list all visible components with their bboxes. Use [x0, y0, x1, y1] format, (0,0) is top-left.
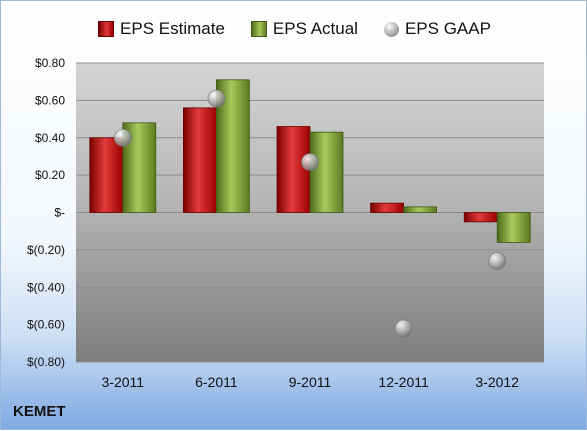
y-axis-ticks: $0.80 $0.60 $0.40 $0.20 $- $(0.20) $(0.40) $(0.…	[27, 56, 65, 369]
y-tick-label: $0.80	[35, 56, 65, 70]
x-tick-label: 3-2011	[102, 374, 145, 390]
bar-eps-actual	[309, 131, 344, 213]
legend-swatch-eps-estimate	[98, 21, 115, 37]
marker-eps-gaap	[207, 89, 226, 108]
y-tick-label: $0.40	[35, 131, 65, 145]
legend-swatch-eps-gaap	[383, 21, 399, 37]
bar-eps-estimate	[89, 137, 124, 213]
legend-label-eps-estimate: EPS Estimate	[120, 19, 225, 38]
y-tick-label: $(0.40)	[27, 280, 65, 294]
bar-eps-actual	[496, 212, 531, 243]
x-tick-label: 6-2011	[195, 374, 238, 390]
legend-item-eps-estimate: EPS Estimate	[98, 19, 225, 39]
bar-eps-estimate	[370, 202, 405, 213]
bar-eps-actual	[403, 206, 438, 213]
company-name: KEMET	[13, 403, 66, 420]
legend-label-eps-gaap: EPS GAAP	[404, 19, 491, 38]
bar-eps-estimate	[182, 107, 217, 213]
marker-eps-gaap	[114, 128, 132, 147]
y-tick-label: $0.60	[35, 93, 65, 107]
legend-swatch-eps-actual	[250, 21, 267, 37]
y-tick-label: $(0.20)	[27, 243, 65, 257]
y-tick-label: $0.20	[35, 168, 65, 182]
marker-eps-gaap	[301, 153, 319, 171]
bar-eps-estimate	[276, 126, 311, 213]
gaap-markers	[114, 89, 507, 338]
x-tick-label: 12-2011	[378, 374, 429, 390]
x-tick-label: 3-2012	[475, 374, 519, 390]
bar-eps-estimate	[463, 212, 498, 223]
x-tick-label: 9-2011	[289, 374, 332, 390]
y-tick-label: $(0.60)	[27, 318, 65, 332]
x-axis-ticks: 3-2011 6-2011 9-2011 12-2011 3-2012	[102, 374, 520, 390]
legend-label-eps-actual: EPS Actual	[272, 19, 358, 38]
y-tick-label: $(0.80)	[27, 355, 65, 369]
y-tick-label: $-	[54, 206, 65, 220]
bars	[89, 79, 531, 243]
legend: EPS Estimate EPS Actual EPS GAAP	[1, 17, 587, 41]
marker-eps-gaap	[488, 252, 507, 270]
marker-eps-gaap	[394, 319, 413, 338]
legend-item-eps-actual: EPS Actual	[250, 19, 358, 39]
legend-item-eps-gaap: EPS GAAP	[383, 19, 491, 39]
